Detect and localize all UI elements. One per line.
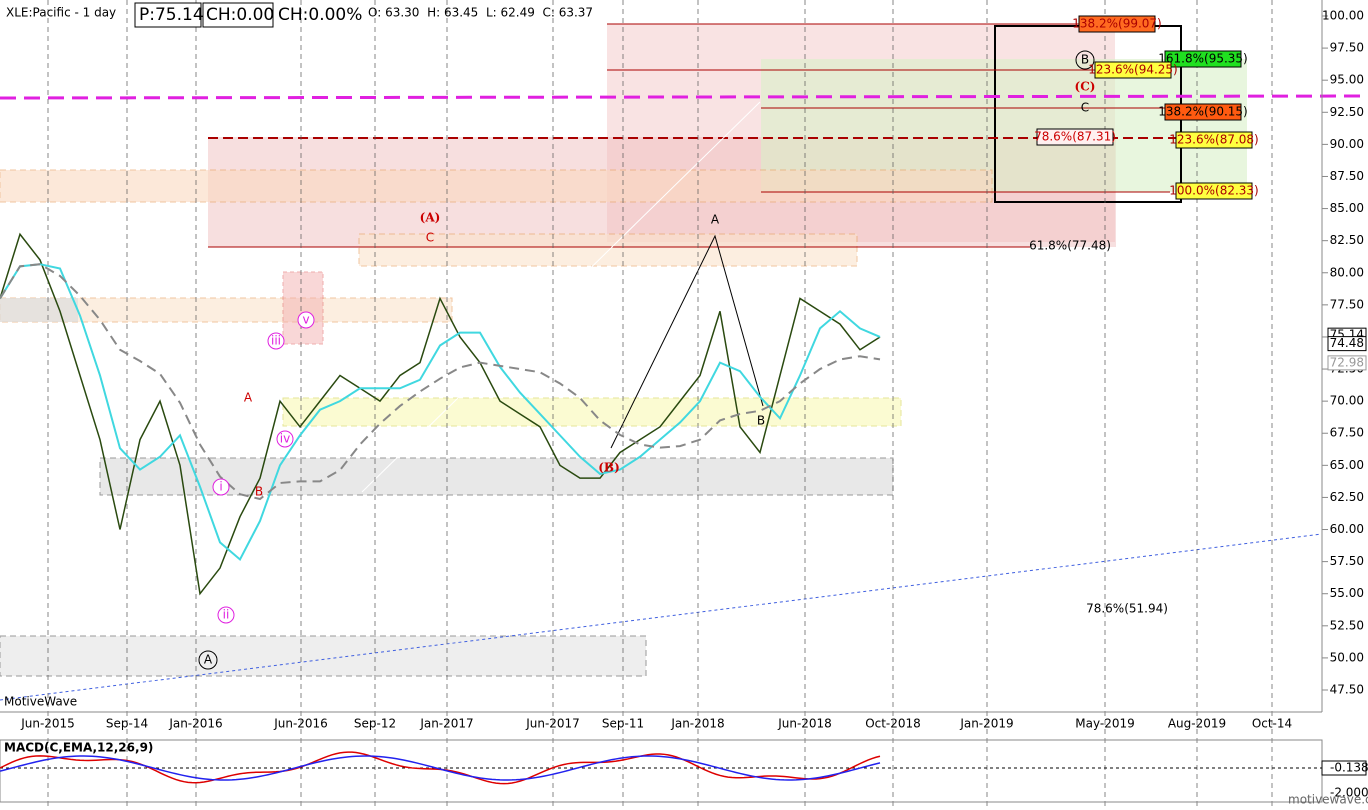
annotation: 138.2%(99.07) [1072,17,1161,31]
fib-box [1036,128,1114,146]
y-tick-label: 97.50 [1330,41,1364,55]
y-tick-label: 90.00 [1330,137,1364,151]
macd-lines [0,751,881,785]
x-tick-label: Jan-2019 [959,717,1013,731]
annotation: 61.8%(77.48) [1029,239,1111,253]
y-tick-label: 82.50 [1330,233,1364,247]
annotation: 138.2%(90.15) [1158,105,1247,119]
y-tick-label: 65.00 [1330,458,1364,472]
annotation: 78.6%(51.94) [1086,602,1168,616]
x-tick-label: Jun-2017 [525,717,580,731]
annotation: 123.6%(94.25) [1088,63,1177,77]
annotation: 78.6%(87.31) [1034,130,1116,144]
annotation: B [757,414,765,428]
annotation: 161.8%(95.35) [1158,52,1247,66]
change-pct: CH:0.00% [278,5,362,25]
x-tick-label: Aug-2019 [1168,717,1226,731]
y-tick-label: 92.50 [1330,105,1364,119]
wave-circle [297,311,315,329]
signal-line [0,755,881,781]
y-tick-label: 87.50 [1330,169,1364,183]
annotation: 123.6%(87.08) [1169,133,1258,147]
annotation: C [1081,101,1089,115]
y-tick-label: 80.00 [1330,265,1364,279]
y-tick-label: 50.00 [1330,650,1364,664]
y-tick-label: 70.00 [1330,394,1364,408]
fib-box [1175,182,1253,200]
watermark: MotiveWave [4,695,77,709]
macd-value: -0.138 [1330,761,1368,775]
y-tick-label: 57.50 [1330,554,1364,568]
y-tick-label: 95.00 [1330,73,1364,87]
x-tick-label: May-2019 [1075,717,1134,731]
y-tick-label: 77.50 [1330,297,1364,311]
y-tick-label: 67.50 [1330,426,1364,440]
zones [0,23,1368,701]
symbol: XLE:Pacific - 1 day [6,6,116,20]
fib-box [1094,61,1172,79]
site: motivewave.com [1288,793,1368,807]
change: CH:0.00 [206,5,274,25]
annotation: B [255,485,263,499]
wave-circle [276,430,294,448]
y-tick-label: 62.50 [1330,490,1364,504]
wave-circle [212,478,230,496]
y-tick-label: 52.50 [1330,618,1364,632]
y-tick-label: 47.50 [1330,683,1364,697]
annotation: C [426,231,434,245]
wave-circle [198,650,218,670]
price-tag [1327,355,1367,371]
annotation: 100.0%(82.33) [1169,184,1258,198]
annotation: A [244,391,253,405]
annotation: (C) [1075,80,1096,94]
ma-fast [0,263,881,562]
y-tick-label: 85.00 [1330,201,1364,215]
annotation: (A) [420,211,441,225]
annotation: B [1081,53,1089,67]
price-tag [1327,336,1367,352]
x-tick-label: Jun-2015 [20,717,75,731]
annotation: A [204,653,213,667]
x-tick-label: Oct-2018 [865,717,921,731]
fib-box [1175,131,1253,149]
annotation: ii [223,608,230,622]
annotation: iv [280,432,290,446]
x-tick-label: Sep-14 [106,717,148,731]
x-tick-label: Sep-11 [602,717,644,731]
fib-box [1164,50,1242,68]
price-tag-label: 74.48 [1330,336,1364,350]
change-box [202,2,274,28]
ohlc: O: 63.30 H: 63.45 L: 62.49 C: 63.37 [368,6,593,20]
annotation: iii [271,334,281,348]
annotation: (B) [598,461,620,475]
annotation: i [219,480,222,494]
annotation: v [302,313,309,327]
price-box [134,2,202,28]
macd-tag [1321,760,1367,776]
price: P:75.14 [139,5,204,25]
fib-box [1078,15,1156,33]
y-tick-label: 100.00 [1322,9,1364,23]
fib-box [1164,103,1242,121]
x-tick-label: Jan-2018 [670,717,724,731]
plot [0,232,881,596]
wave-circle [267,332,285,350]
y-tick-label: 60.00 [1330,522,1364,536]
price-tag-label: 72.98 [1330,355,1364,369]
x-tick-label: Jun-2016 [273,717,328,731]
ma-slow [0,263,881,501]
x-tick-label: Sep-12 [354,717,396,731]
x-tick-label: Jun-2018 [777,717,832,731]
annotation: A [711,213,720,227]
macd-low: -2.000 [1330,786,1368,800]
x-tick-label: Jan-2016 [168,717,222,731]
wave-circle [1075,50,1095,70]
wave-circle [217,606,235,624]
x-tick-label: Oct-14 [1252,717,1292,731]
macd-title: MACD(C,EMA,12,26,9) [4,741,153,755]
x-tick-label: Jan-2017 [419,717,473,731]
price-line [0,232,881,596]
y-tick-label: 55.00 [1330,586,1364,600]
